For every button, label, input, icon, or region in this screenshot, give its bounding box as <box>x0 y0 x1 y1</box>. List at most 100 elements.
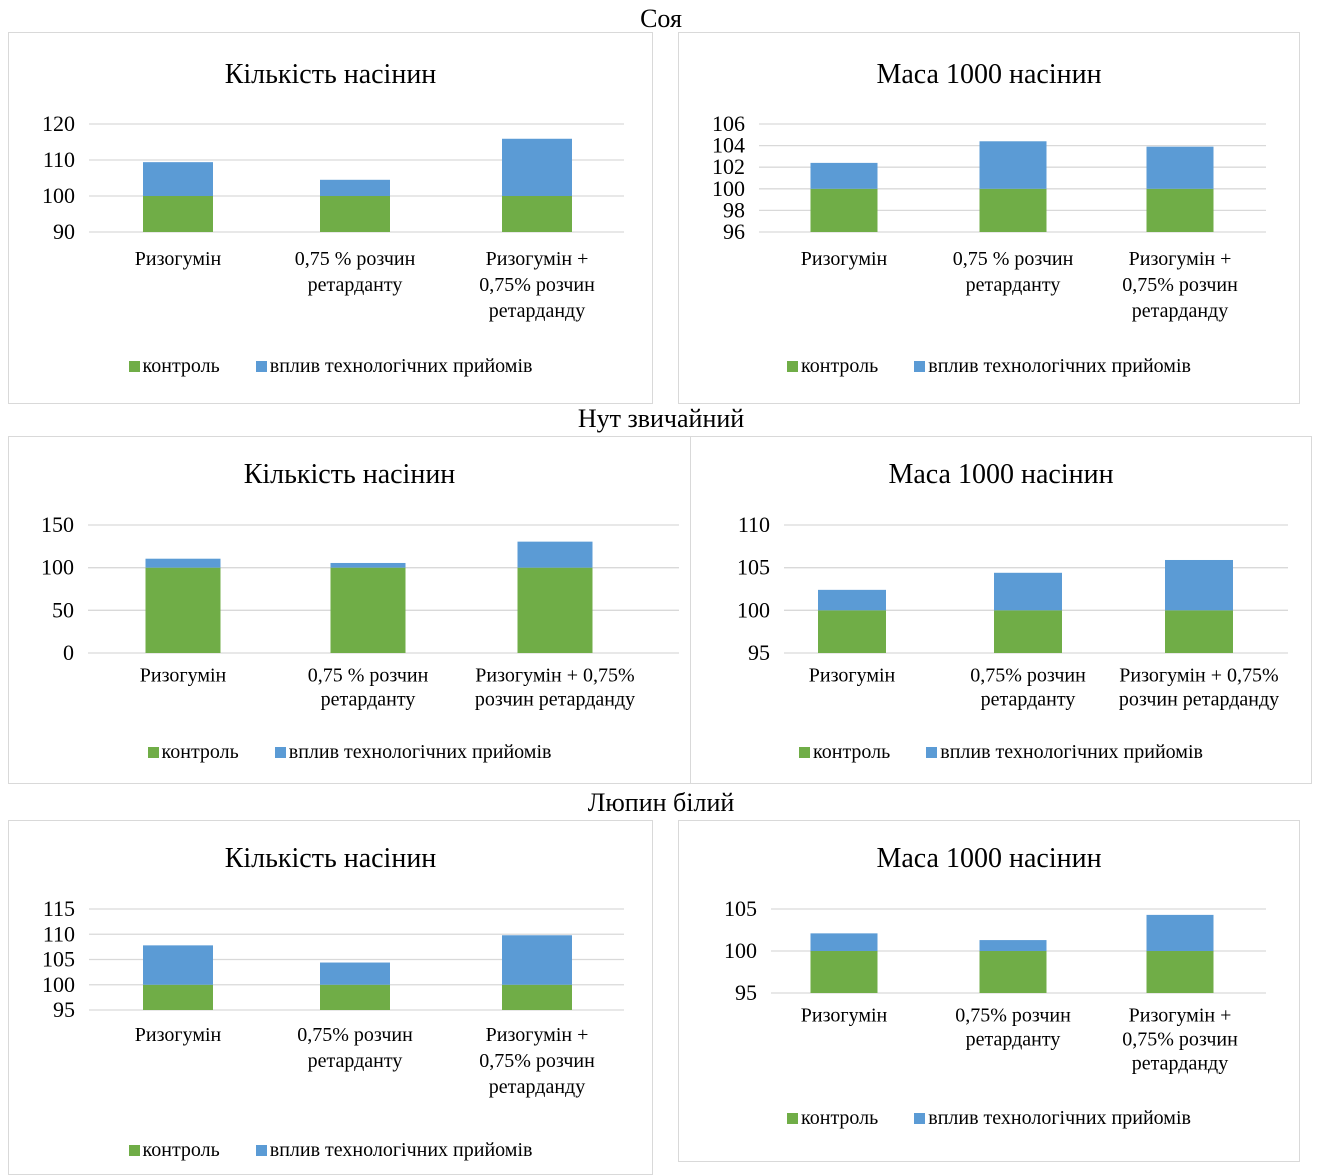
y-tick-label: 105 <box>42 947 75 972</box>
chart-legend: контроль вплив технологічних прийомів <box>9 1139 652 1162</box>
bar-effect <box>145 558 221 568</box>
y-tick-label: 105 <box>724 896 757 921</box>
chart-panel-soy-seed-count: Кількість насінин 90 100 110 120 Ризогумін 0,7… <box>8 32 653 404</box>
bar-control <box>143 984 213 1010</box>
bar-control <box>320 196 390 232</box>
y-tick-label: 102 <box>712 154 745 179</box>
crop-title-chickpea: Нут звичайний <box>577 404 745 433</box>
x-category-label: ретарданту <box>981 688 1076 710</box>
chart-title: Маса 1000 насінин <box>888 459 1114 490</box>
chart-svg: 95 100 105 110 Ризогумін 0,75% розчинретардан… <box>737 512 1288 710</box>
bar-control <box>810 951 878 993</box>
x-category-label: Ризогумін + <box>486 248 589 270</box>
x-category-label: 0,75 % розчин <box>295 248 416 270</box>
chart-panel-lupin-seed-mass: Маса 1000 насінин 95 100 105 Ризогумін 0,75% … <box>678 820 1300 1162</box>
chart-title: Кількість насінин <box>243 459 456 490</box>
x-category-label: ретарданту <box>308 1050 403 1072</box>
y-tick-label: 95 <box>735 980 757 1005</box>
bar-effect <box>810 162 878 189</box>
y-tick-label: 110 <box>738 512 770 537</box>
legend-item-effect: вплив технологічних прийомів <box>255 355 532 378</box>
bar-control <box>502 984 572 1010</box>
x-category-label: Ризогумін <box>801 248 888 270</box>
chart-title: Кількість насінин <box>224 59 437 90</box>
bar-effect <box>502 935 572 985</box>
x-category-label: Ризогумін + <box>486 1024 589 1046</box>
bar-control <box>818 610 886 653</box>
bar-control <box>1146 951 1214 993</box>
x-category-label: Ризогумін <box>135 248 222 270</box>
chart-panel-soy-seed-mass: Маса 1000 насінин 96 98 100 102 104 106 Ризогум… <box>678 32 1300 404</box>
x-category-label: ретарданту <box>321 688 416 710</box>
chart-title: Маса 1000 насінин <box>876 59 1102 90</box>
x-category-label: розчин ретарданду <box>475 688 635 710</box>
x-category-label: розчин ретарданду <box>1119 688 1279 710</box>
legend-label: контроль <box>142 355 220 377</box>
legend-item-control: контроль <box>787 1107 878 1130</box>
bar-effect <box>330 562 406 568</box>
x-category-label: 0,75% розчин <box>297 1024 413 1046</box>
legend-item-control: контроль <box>128 355 220 378</box>
y-tick-label: 100 <box>42 183 75 208</box>
bar-control <box>979 951 1047 993</box>
x-category-label: Ризогумін + 0,75% <box>475 664 634 686</box>
x-category-label: ретарданту <box>966 274 1061 296</box>
y-tick-label: 98 <box>723 197 745 222</box>
legend-swatch-control <box>147 747 159 758</box>
chart-panel-chickpea-seed-count: Кількість насінин 0 50 100 150 Ризогумін 0,75 … <box>8 436 691 784</box>
chart-legend: контроль вплив технологічних прийомів <box>679 1107 1299 1130</box>
bar-effect <box>994 572 1062 611</box>
x-category-label: ретарданту <box>308 274 403 296</box>
bar-effect <box>979 940 1047 951</box>
bar-effect <box>810 933 878 951</box>
y-tick-label: 150 <box>41 512 74 537</box>
legend-swatch-effect <box>926 747 938 758</box>
y-tick-label: 95 <box>53 997 75 1022</box>
x-category-label: ретарданду <box>1132 1052 1228 1074</box>
legend-item-effect: вплив технологічних прийомів <box>926 741 1203 764</box>
legend-label: вплив технологічних прийомів <box>940 741 1203 763</box>
legend-swatch-effect <box>255 361 267 372</box>
y-tick-label: 0 <box>63 640 74 665</box>
x-category-label: Ризогумін <box>809 664 896 686</box>
bar-effect <box>143 945 213 985</box>
legend-item-control: контроль <box>128 1139 220 1162</box>
x-category-label: ретарданду <box>489 1076 585 1098</box>
x-category-label: 0,75% розчин <box>479 274 595 296</box>
legend-label: контроль <box>142 1139 220 1161</box>
bar-effect <box>502 138 572 196</box>
legend-swatch-control <box>128 1145 140 1156</box>
x-category-label: Ризогумін + <box>1129 248 1232 270</box>
legend-swatch-control <box>787 1113 799 1124</box>
legend-swatch-effect <box>274 747 286 758</box>
chart-legend: контроль вплив технологічних прийомів <box>9 741 690 764</box>
legend-item-effect: вплив технологічних прийомів <box>274 741 552 764</box>
chart-legend: контроль вплив технологічних прийомів <box>679 355 1299 378</box>
chart-svg: 0 50 100 150 Ризогумін 0,75 % розчинретардант… <box>41 512 679 710</box>
legend-label: контроль <box>161 741 239 763</box>
legend-label: контроль <box>801 1107 879 1129</box>
legend-swatch-control <box>787 361 799 372</box>
y-tick-label: 100 <box>41 555 74 580</box>
legend-label: вплив технологічних прийомів <box>928 355 1191 377</box>
legend-item-control: контроль <box>147 741 239 764</box>
bar-control <box>145 567 221 653</box>
chart-svg: 90 100 110 120 Ризогумін 0,75 % розчин ретарда… <box>42 111 624 322</box>
chart-panel-lupin-seed-count: Кількість насінин 95 100 105 110 115 Ризогумін… <box>8 820 653 1175</box>
x-category-label: Ризогумін <box>135 1024 222 1046</box>
legend-label: вплив технологічних прийомів <box>288 741 552 763</box>
legend-label: контроль <box>801 355 879 377</box>
x-category-label: 0,75 % розчин <box>953 248 1074 270</box>
legend-swatch-effect <box>255 1145 267 1156</box>
chart-title: Кількість насінин <box>224 843 437 874</box>
bar-control <box>810 188 878 232</box>
y-tick-label: 120 <box>42 111 75 136</box>
y-tick-label: 96 <box>723 219 745 244</box>
chart-legend: контроль вплив технологічних прийомів <box>691 741 1311 764</box>
y-tick-label: 95 <box>748 640 770 665</box>
bar-effect <box>320 179 390 196</box>
y-tick-label: 110 <box>43 921 75 946</box>
legend-item-control: контроль <box>787 355 878 378</box>
